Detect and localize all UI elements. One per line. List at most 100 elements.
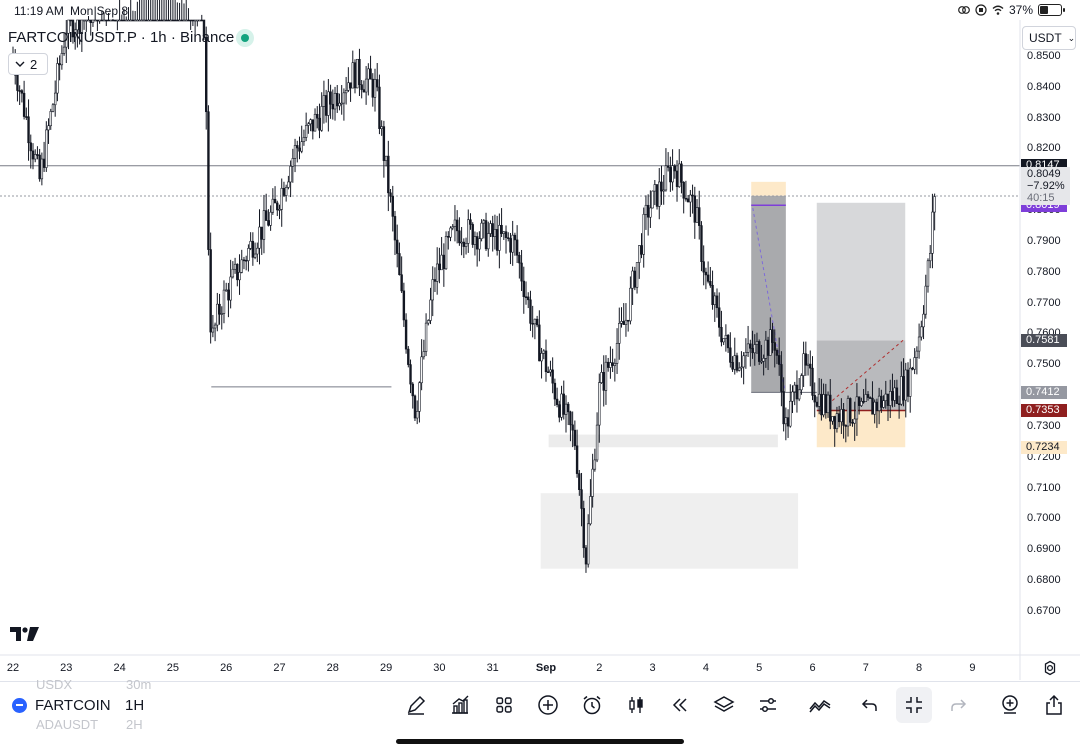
- candle: [316, 106, 319, 129]
- candle-body: [920, 326, 923, 338]
- candle-body: [438, 263, 441, 271]
- indicators-button[interactable]: [442, 687, 478, 723]
- candle: [662, 175, 665, 205]
- ghost-interval-below: 2H: [126, 717, 143, 732]
- chart-settings-icon[interactable]: [1042, 660, 1058, 676]
- draw-tool-button[interactable]: [398, 687, 434, 723]
- candle: [287, 175, 290, 190]
- orientation-lock-icon: [975, 4, 987, 16]
- redo-button[interactable]: [940, 687, 976, 723]
- candle: [53, 80, 57, 117]
- candle: [182, 3, 186, 22]
- candle-body: [340, 102, 343, 105]
- candle-body: [435, 263, 439, 282]
- candle-body: [547, 371, 550, 374]
- candle-body: [133, 19, 137, 22]
- candle-body: [753, 344, 756, 354]
- trend-button[interactable]: [802, 687, 838, 723]
- share-button[interactable]: [1036, 687, 1072, 723]
- candle: [475, 232, 479, 267]
- candle-body: [264, 210, 268, 221]
- collapse-indicators-button[interactable]: 2: [8, 53, 48, 75]
- candle-body: [49, 111, 52, 127]
- candle-body: [555, 398, 559, 405]
- candle: [207, 105, 210, 256]
- candle: [820, 378, 823, 421]
- exit-fullscreen-button[interactable]: [896, 687, 932, 723]
- candle-body: [520, 262, 523, 282]
- settings-button[interactable]: [750, 687, 786, 723]
- candle: [373, 68, 377, 112]
- market-status-icon[interactable]: [236, 29, 254, 47]
- candle-body: [740, 366, 743, 369]
- candle-body: [591, 468, 594, 497]
- candle: [598, 373, 601, 443]
- candle: [113, 19, 117, 22]
- chart-zones: [540, 181, 906, 569]
- candle: [49, 108, 52, 130]
- candle-body: [413, 395, 417, 419]
- candle-body: [498, 224, 501, 251]
- object-tree-button[interactable]: [706, 687, 742, 723]
- currency-select[interactable]: USDT ⌄: [1022, 26, 1076, 50]
- candle: [915, 346, 919, 375]
- candle: [424, 313, 428, 357]
- candle-body: [455, 219, 459, 232]
- candle: [407, 346, 410, 368]
- symbol-search-button[interactable]: FARTCOIN: [12, 697, 111, 714]
- candle-body: [615, 343, 619, 364]
- candle: [45, 121, 48, 172]
- add-button[interactable]: [530, 687, 566, 723]
- tradingview-logo[interactable]: [10, 627, 40, 642]
- candle-body: [733, 355, 736, 370]
- candle: [682, 181, 685, 214]
- candle-body: [429, 299, 432, 321]
- candle-body: [660, 181, 663, 192]
- candle-body: [629, 287, 632, 322]
- candle-body: [302, 137, 306, 142]
- candle: [378, 74, 381, 135]
- candle: [409, 359, 412, 394]
- battery-percent: 37%: [1008, 3, 1033, 17]
- undo-button[interactable]: [852, 687, 888, 723]
- symbol-title[interactable]: FARTCOINUSDT.P · 1h · Binance: [8, 29, 235, 46]
- candle-body: [569, 411, 572, 426]
- candle-body: [142, 19, 146, 22]
- candle: [724, 324, 728, 352]
- candle: [71, 19, 75, 44]
- candle-body: [369, 68, 372, 80]
- candle: [711, 270, 714, 310]
- candle: [764, 330, 768, 368]
- chart-type-button[interactable]: [618, 687, 654, 723]
- layout-button[interactable]: [486, 687, 522, 723]
- exit-fullscreen-icon: [906, 697, 922, 713]
- candle: [635, 262, 639, 294]
- candle: [780, 351, 783, 407]
- candle: [438, 247, 441, 284]
- candle-body: [735, 355, 739, 371]
- wifi-icon: [992, 5, 1004, 15]
- current-price: 0.8049: [1027, 168, 1061, 180]
- replay-button[interactable]: [662, 687, 698, 723]
- candle: [547, 366, 550, 374]
- add-symbol-button[interactable]: [992, 687, 1028, 723]
- candle: [480, 219, 483, 242]
- status-time: 11:19 AM: [14, 4, 64, 18]
- candle-body: [89, 19, 92, 23]
- candle: [700, 221, 703, 272]
- price-chart[interactable]: [0, 0, 1080, 680]
- candle: [482, 218, 486, 239]
- candle: [391, 185, 394, 232]
- candle-body: [347, 82, 350, 91]
- settings-sliders-icon: [760, 697, 776, 713]
- candle-body: [757, 341, 761, 362]
- candle: [511, 220, 514, 266]
- candle: [484, 212, 488, 251]
- candle-body: [151, 19, 155, 22]
- candle-body: [420, 356, 423, 384]
- indicators-icon: [452, 695, 469, 714]
- alert-button[interactable]: [574, 687, 610, 723]
- candle-body: [853, 418, 856, 424]
- candle: [922, 305, 925, 340]
- interval-button[interactable]: 1H: [125, 697, 145, 714]
